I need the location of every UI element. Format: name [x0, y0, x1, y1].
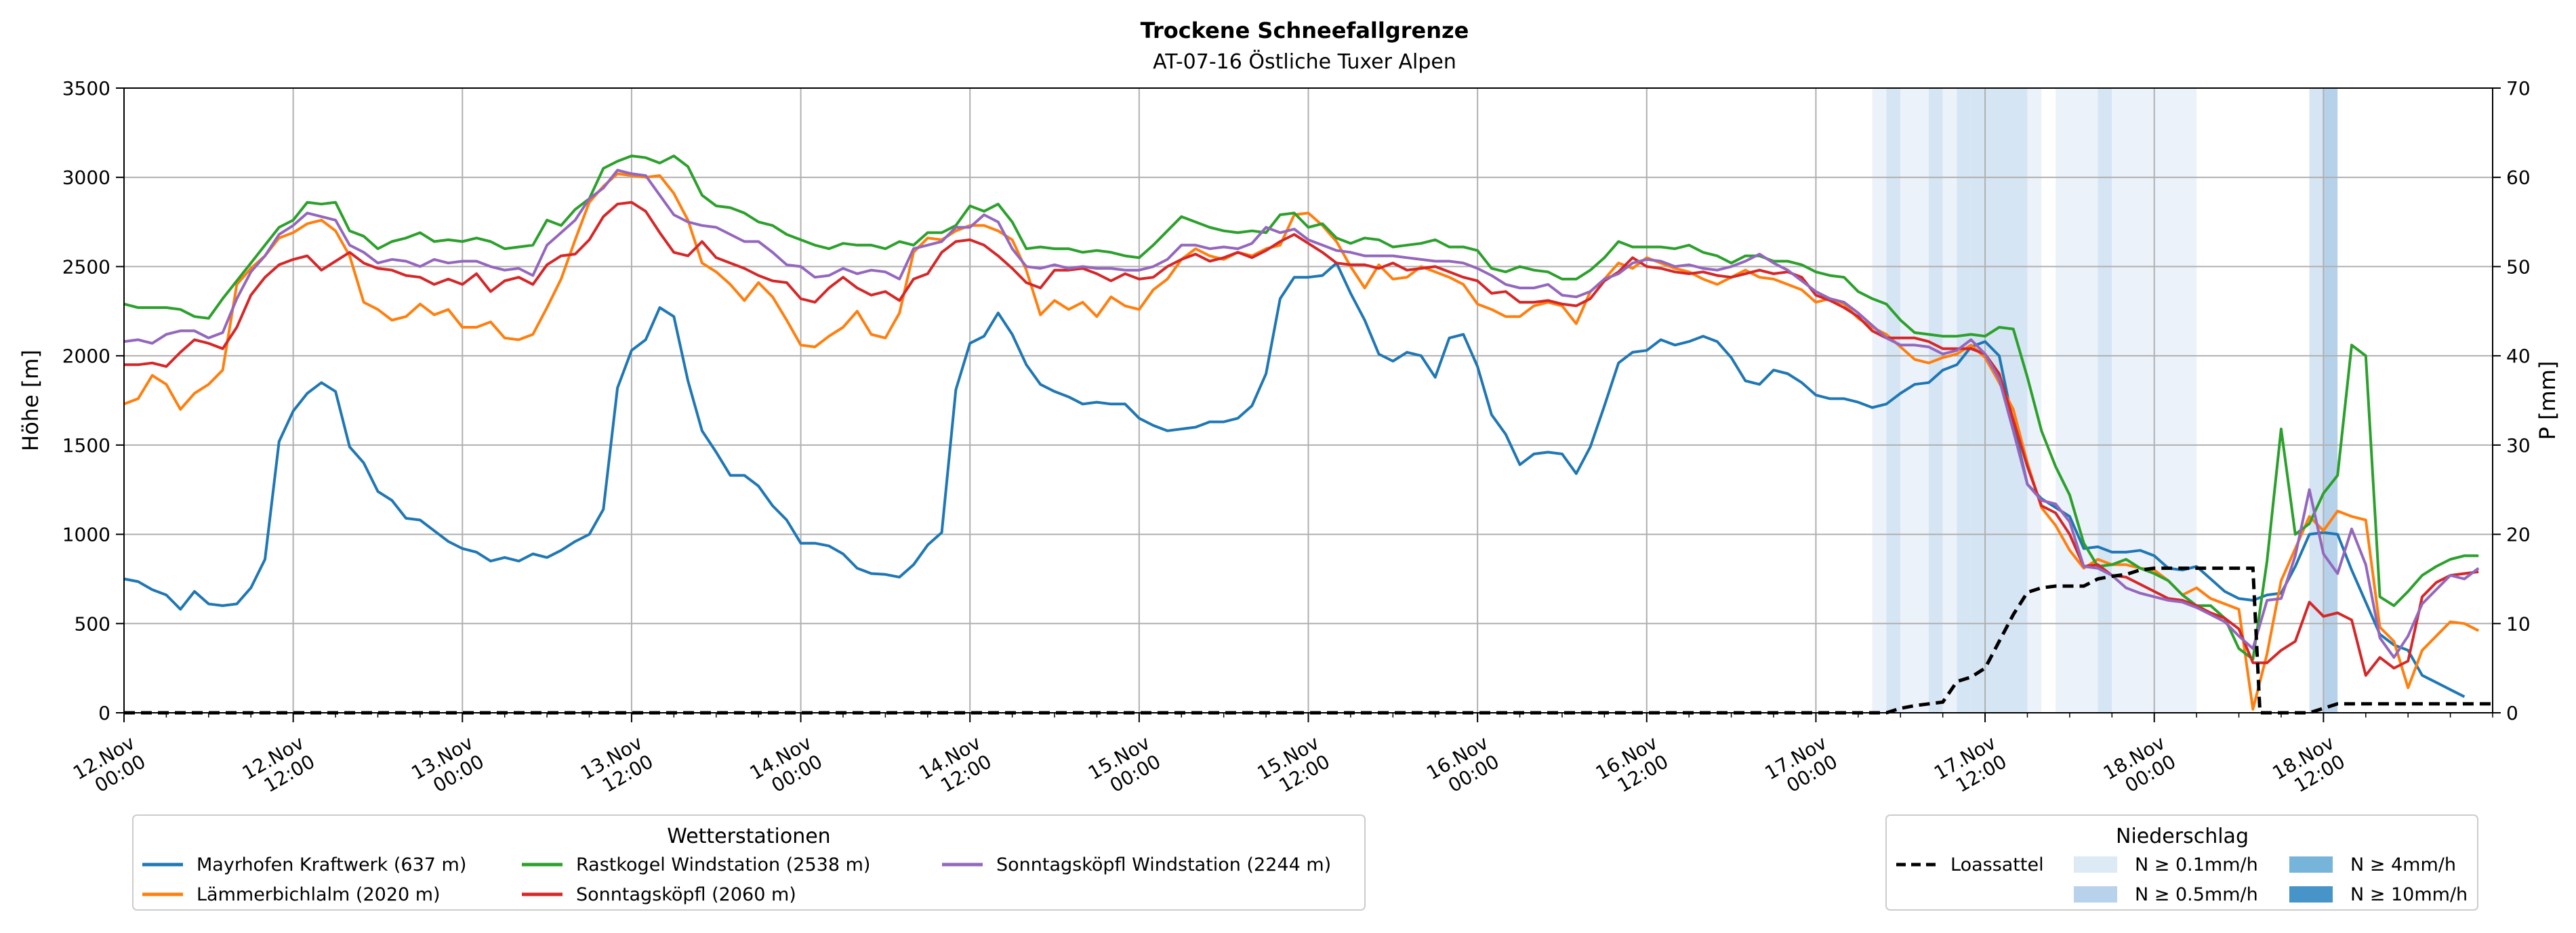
legend-station-label-2: Rastkogel Windstation (2538 m) — [576, 854, 870, 875]
precip-band-9 — [2098, 88, 2112, 713]
legend-precip-label-3: N ≥ 10mm/h — [2350, 884, 2468, 905]
grid-lines — [124, 88, 2493, 713]
precip-band-2 — [1900, 88, 1929, 713]
y2-tick-label-7: 70 — [2506, 77, 2531, 100]
y-tick-label-4: 2000 — [62, 345, 110, 367]
precip-band-11 — [2309, 88, 2324, 713]
y2-tick-label-6: 60 — [2506, 167, 2531, 189]
y2-tick-label-4: 40 — [2506, 345, 2531, 367]
legend-precip-swatch-3 — [2289, 886, 2333, 903]
precip-band-12 — [2323, 88, 2338, 713]
legend-precip-swatch-1 — [2074, 886, 2117, 903]
series-line-4 — [123, 169, 2480, 659]
y-tick-label-0: 0 — [98, 702, 110, 724]
chart-subtitle: AT-07-16 Östliche Tuxer Alpen — [1153, 49, 1456, 74]
legend-precip-swatch-2 — [2289, 856, 2333, 873]
y-axis-label: Höhe [m] — [18, 350, 43, 451]
legend-stations-frame — [132, 814, 1366, 911]
precip-band-4 — [1942, 88, 1957, 713]
station-series — [123, 154, 2480, 711]
precip-line — [124, 566, 2493, 715]
y2-axis-label: P [mm] — [2535, 361, 2560, 440]
precip-band-5 — [1957, 88, 1971, 713]
legend-precip-label-1: N ≥ 0.5mm/h — [2135, 884, 2258, 905]
legend-stations: Wetterstationen Mayrhofen Kraftwerk (637… — [132, 814, 1366, 911]
precip-band-8 — [2056, 88, 2098, 713]
precip-band-0 — [1872, 88, 1887, 713]
legend-precip: Niederschlag Loassattel N ≥ 0.1mm/h N ≥ 0… — [1885, 814, 2478, 911]
y-tick-label-1: 500 — [75, 613, 110, 635]
y2-tick-label-3: 30 — [2506, 434, 2531, 457]
y2-tick-label-0: 0 — [2506, 702, 2518, 724]
y-tick-label-3: 1500 — [62, 434, 110, 457]
precip-band-1 — [1886, 88, 1901, 713]
precip-band-3 — [1928, 88, 1943, 713]
legend-station-label-1: Lämmerbichlalm (2020 m) — [197, 884, 441, 905]
chart-title: Trockene Schneefallgrenze — [1141, 18, 1469, 43]
series-line-0 — [123, 262, 2466, 699]
y2-tick-label-5: 50 — [2506, 255, 2531, 278]
precipitation-series — [124, 566, 2493, 715]
y-tick-label-5: 2500 — [62, 255, 110, 278]
legend-station-label-4: Sonntagsköpfl Windstation (2244 m) — [996, 854, 1331, 875]
precip-band-6 — [1971, 88, 2028, 713]
y2-tick-label-1: 10 — [2506, 613, 2531, 635]
legend-precip-swatch-0 — [2074, 856, 2117, 873]
y-tick-label-7: 3500 — [62, 77, 110, 100]
legend-stations-title: Wetterstationen — [667, 825, 830, 848]
legend-station-label-0: Mayrhofen Kraftwerk (637 m) — [197, 854, 466, 875]
legend-precip-line-label: Loassattel — [1950, 854, 2044, 875]
x-tick-label-1: 12.Nov12:00 — [239, 731, 319, 803]
legend-station-label-3: Sonntagsköpfl (2060 m) — [576, 884, 796, 905]
series-line-2 — [123, 154, 2479, 661]
legend-precip-title: Niederschlag — [2116, 825, 2249, 848]
y-tick-label-2: 1000 — [62, 524, 110, 546]
precipitation-bands — [1872, 88, 2338, 713]
legend-precip-label-2: N ≥ 4mm/h — [2350, 854, 2456, 875]
legend-precip-label-0: N ≥ 0.1mm/h — [2135, 854, 2258, 875]
y2-tick-label-2: 20 — [2506, 524, 2531, 546]
y-tick-label-6: 3000 — [62, 167, 110, 189]
